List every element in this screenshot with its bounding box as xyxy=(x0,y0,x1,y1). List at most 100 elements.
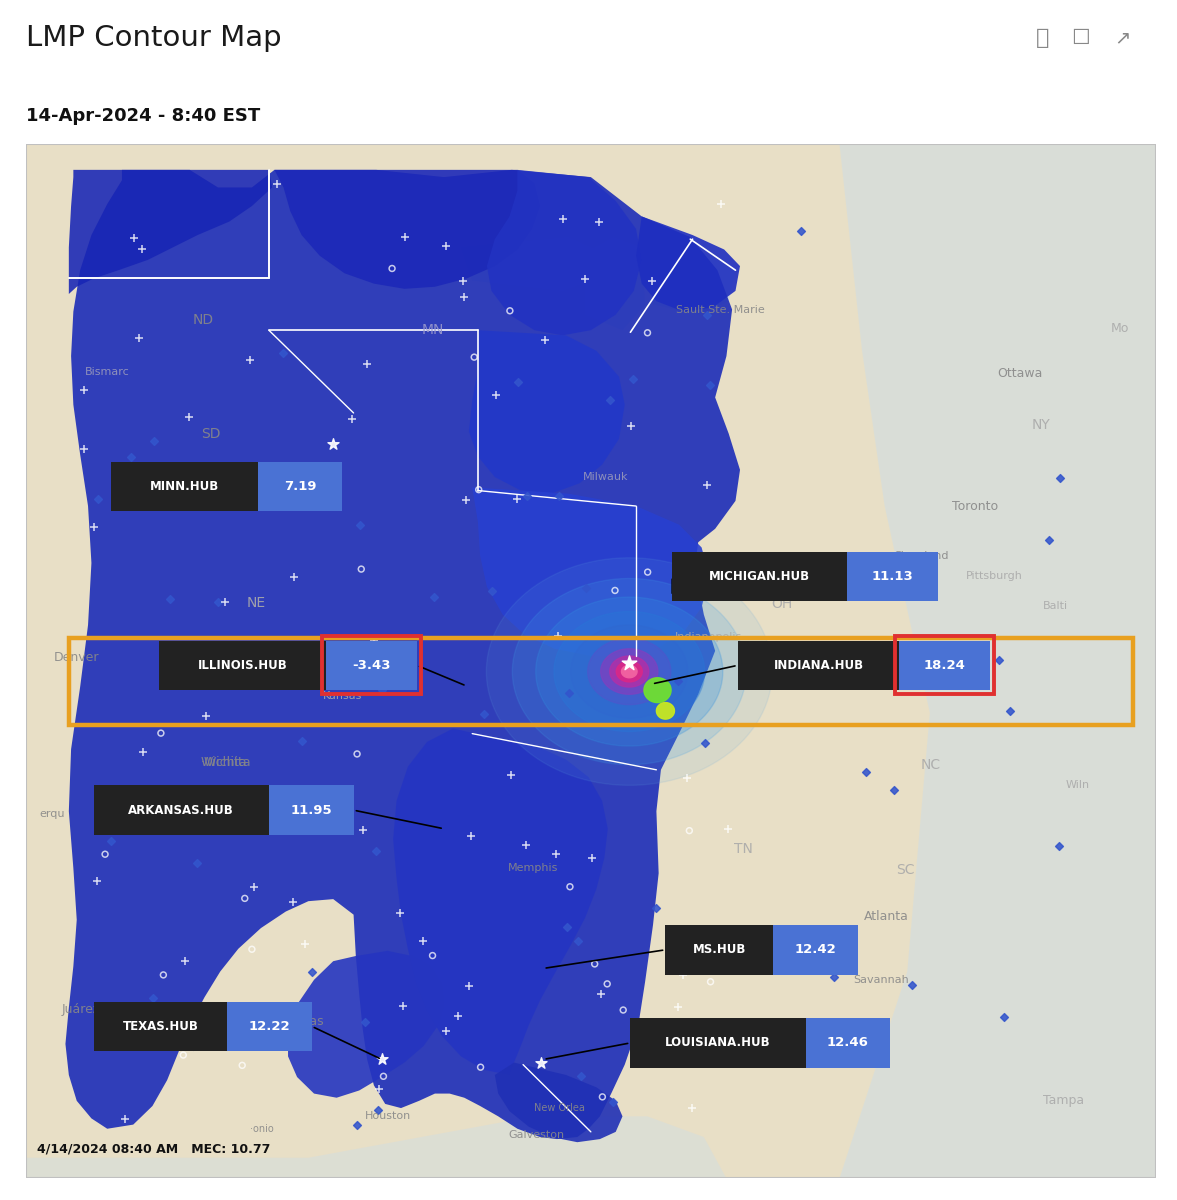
Polygon shape xyxy=(461,238,603,290)
Point xyxy=(175,952,194,971)
Point xyxy=(701,376,720,395)
Bar xyxy=(326,641,417,690)
Point xyxy=(180,408,199,427)
Polygon shape xyxy=(571,625,687,718)
Point xyxy=(474,704,493,724)
Point xyxy=(673,965,692,984)
Bar xyxy=(773,925,858,974)
Point xyxy=(413,931,432,950)
Point xyxy=(355,1013,374,1032)
Point xyxy=(643,271,661,290)
Point xyxy=(701,972,720,991)
Point xyxy=(568,931,587,950)
Point xyxy=(352,559,371,578)
Point xyxy=(235,889,254,908)
Bar xyxy=(268,785,353,835)
Point xyxy=(598,974,617,994)
Text: Bismarc: Bismarc xyxy=(85,366,129,377)
Text: VA: VA xyxy=(930,676,946,689)
Point xyxy=(74,439,93,458)
Text: Denver: Denver xyxy=(54,650,100,664)
Point xyxy=(448,1006,467,1025)
Point xyxy=(133,239,152,258)
Point xyxy=(293,731,312,750)
Text: Atlanta: Atlanta xyxy=(864,910,909,923)
Point xyxy=(558,917,577,936)
Polygon shape xyxy=(617,661,643,682)
Text: 11.13: 11.13 xyxy=(872,570,913,583)
Text: MICHIGAN.HUB: MICHIGAN.HUB xyxy=(710,570,810,583)
Point xyxy=(590,212,609,232)
Point xyxy=(669,997,687,1016)
Point xyxy=(197,707,215,726)
Text: 12.22: 12.22 xyxy=(248,1020,291,1033)
Point xyxy=(372,1050,391,1069)
Text: ☐: ☐ xyxy=(1071,28,1090,48)
Text: SC: SC xyxy=(896,863,915,877)
Point xyxy=(187,853,206,872)
Point xyxy=(792,222,811,241)
Bar xyxy=(738,641,899,690)
Point xyxy=(518,486,537,505)
Point xyxy=(343,409,361,428)
Text: AL: AL xyxy=(740,936,757,949)
Text: Indianapolis: Indianapolis xyxy=(674,632,742,642)
Point xyxy=(560,877,579,896)
Bar xyxy=(847,552,938,601)
Point xyxy=(719,820,738,839)
Polygon shape xyxy=(621,665,637,678)
Point xyxy=(125,228,144,247)
Point xyxy=(592,985,611,1004)
Point xyxy=(604,1093,623,1112)
Polygon shape xyxy=(644,678,671,702)
Point xyxy=(471,1057,490,1076)
Text: Mo: Mo xyxy=(1111,322,1129,335)
Polygon shape xyxy=(487,170,641,335)
Text: Kansas: Kansas xyxy=(322,691,363,701)
Point xyxy=(508,372,527,391)
Point xyxy=(366,841,385,860)
Polygon shape xyxy=(839,144,1156,1178)
Point xyxy=(638,323,657,342)
Point xyxy=(532,1052,551,1072)
Text: TN: TN xyxy=(734,842,753,857)
Bar xyxy=(665,925,773,974)
Point xyxy=(517,835,536,854)
Text: 11.95: 11.95 xyxy=(291,804,332,817)
Point xyxy=(470,480,488,499)
Point xyxy=(990,650,1009,670)
Point xyxy=(600,390,619,409)
Text: New Orlea: New Orlea xyxy=(534,1103,585,1114)
Point xyxy=(161,589,180,608)
Polygon shape xyxy=(288,950,444,1098)
Point xyxy=(1000,702,1019,721)
Text: Ottawa: Ottawa xyxy=(998,367,1043,380)
Polygon shape xyxy=(554,612,705,732)
Point xyxy=(423,946,441,965)
Polygon shape xyxy=(393,728,607,1075)
Point xyxy=(697,475,716,494)
Bar xyxy=(227,1002,312,1051)
Polygon shape xyxy=(585,238,645,330)
Text: ·onio: ·onio xyxy=(250,1123,273,1134)
Point xyxy=(217,592,235,611)
Point xyxy=(995,1007,1013,1026)
Point xyxy=(613,1001,632,1020)
Point xyxy=(903,976,922,995)
Bar xyxy=(672,552,847,601)
Bar xyxy=(805,1018,890,1068)
Point xyxy=(357,642,375,661)
Polygon shape xyxy=(657,702,674,719)
Text: -3.43: -3.43 xyxy=(352,659,391,672)
Text: ILLINOIS.HUB: ILLINOIS.HUB xyxy=(198,659,287,672)
Point xyxy=(606,581,625,600)
Point xyxy=(508,490,527,509)
Point xyxy=(353,821,372,840)
Point xyxy=(501,766,520,785)
Text: 7.19: 7.19 xyxy=(284,480,317,493)
Point xyxy=(284,892,302,911)
Point xyxy=(85,517,104,536)
Point xyxy=(583,848,601,868)
Bar xyxy=(159,641,326,690)
Text: Houston: Houston xyxy=(365,1111,411,1121)
